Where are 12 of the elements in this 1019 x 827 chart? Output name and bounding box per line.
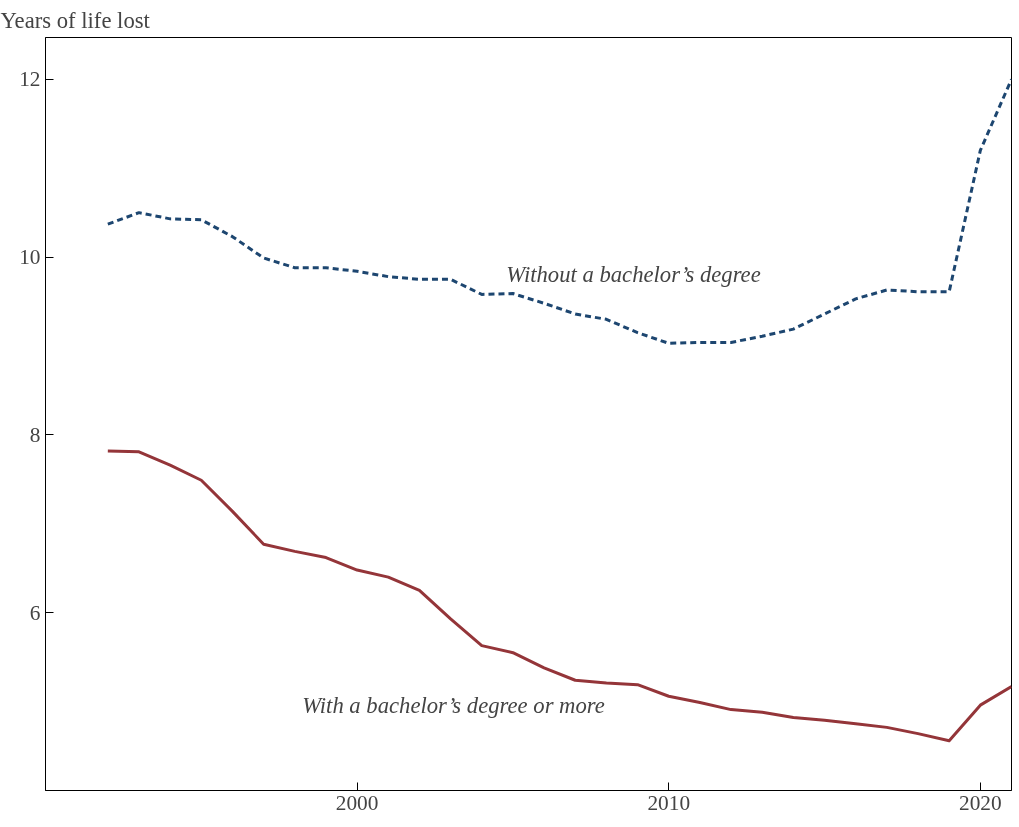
line-series [106,77,1012,345]
annotation: Without a bachelor’s degree [506,262,761,287]
x-tick-label: 2010 [647,790,691,815]
y-tick-label: 12 [19,67,41,92]
annotation: With a bachelor’s degree or more [302,693,605,718]
y-tick-label: 8 [29,422,41,447]
y-axis-title: Years of life lost [0,7,151,33]
x-tick-label: 2020 [959,790,1002,815]
x-tick-label: 2000 [335,790,379,815]
y-tick-label: 10 [19,245,41,270]
line-series [106,449,1012,743]
y-tick-label: 6 [29,600,41,625]
